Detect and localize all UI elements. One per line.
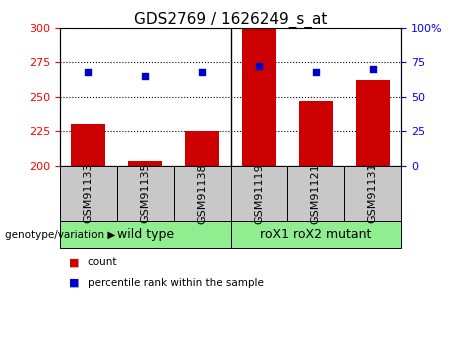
Point [369,66,376,72]
Bar [242,28,276,166]
Bar [299,101,333,166]
Text: roX1 roX2 mutant: roX1 roX2 mutant [260,228,372,241]
Bar [355,80,390,166]
Text: percentile rank within the sample: percentile rank within the sample [88,278,264,288]
Text: GSM91135: GSM91135 [140,163,150,224]
Text: GSM91131: GSM91131 [367,163,378,224]
Title: GDS2769 / 1626249_s_at: GDS2769 / 1626249_s_at [134,11,327,28]
Point [198,69,206,75]
Point [85,69,92,75]
Bar [128,161,162,166]
Text: GSM91119: GSM91119 [254,163,264,224]
Text: ■: ■ [69,278,80,288]
Text: GSM91121: GSM91121 [311,163,321,224]
Text: count: count [88,257,117,267]
Text: wild type: wild type [117,228,174,241]
Bar [71,124,106,166]
Text: ■: ■ [69,257,80,267]
Point [255,63,263,69]
Bar [185,131,219,166]
Point [312,69,319,75]
Point [142,73,149,79]
Text: GSM91133: GSM91133 [83,163,94,224]
Text: GSM91138: GSM91138 [197,163,207,224]
Text: genotype/variation ▶: genotype/variation ▶ [5,230,115,239]
